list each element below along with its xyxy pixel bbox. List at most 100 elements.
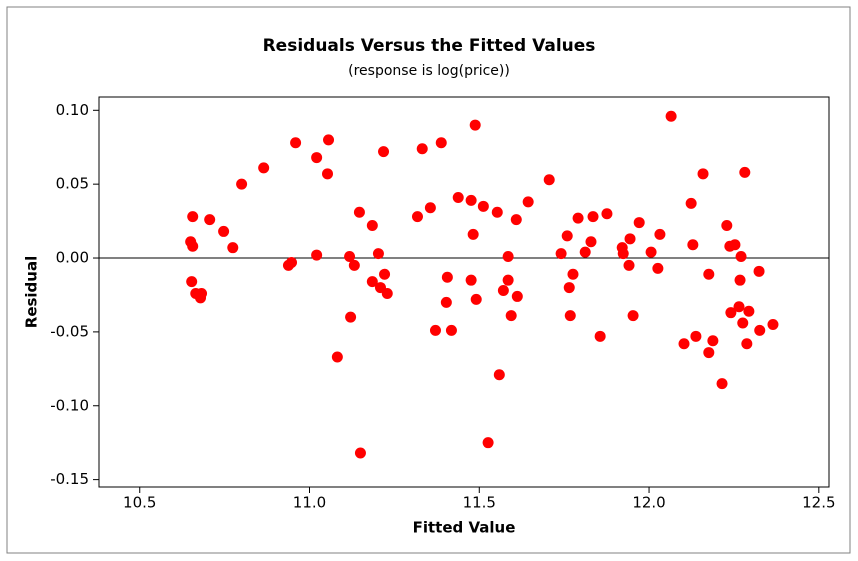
point — [493, 369, 505, 381]
point — [627, 310, 639, 322]
point — [563, 282, 575, 294]
point — [767, 319, 779, 330]
point — [331, 351, 343, 363]
point — [678, 338, 690, 350]
point — [623, 259, 635, 271]
point — [587, 211, 599, 223]
point — [564, 310, 576, 322]
point — [510, 214, 522, 226]
point — [378, 146, 390, 158]
y-tick-label: 0.05 — [56, 175, 89, 193]
y-tick-label: 0.00 — [56, 249, 89, 267]
point — [734, 274, 746, 286]
point — [633, 217, 645, 229]
point — [652, 262, 664, 274]
point — [601, 208, 613, 220]
point — [429, 324, 441, 336]
point — [737, 317, 749, 329]
point — [477, 200, 489, 212]
point — [353, 206, 365, 218]
point — [561, 230, 573, 242]
point — [497, 285, 509, 297]
point — [505, 310, 517, 322]
point — [624, 233, 636, 245]
point — [697, 168, 709, 180]
point — [445, 324, 457, 336]
point — [511, 290, 523, 302]
y-axis-title: Residual — [23, 256, 41, 328]
point — [645, 246, 657, 258]
point — [502, 251, 514, 263]
chart-title: Residuals Versus the Fitted Values — [263, 36, 596, 56]
x-axis-title: Fitted Value — [413, 519, 516, 537]
point — [482, 437, 494, 449]
point — [354, 447, 366, 459]
point — [440, 296, 452, 308]
point — [585, 236, 597, 248]
point — [703, 347, 715, 359]
point — [543, 174, 555, 186]
point — [654, 228, 666, 240]
x-tick-label: 12.5 — [802, 494, 835, 512]
point — [594, 330, 606, 342]
point — [725, 307, 737, 319]
point — [502, 274, 514, 286]
point — [733, 301, 745, 313]
point — [491, 206, 503, 218]
plot-area — [98, 96, 830, 488]
point — [196, 287, 208, 299]
point — [452, 191, 464, 203]
point — [579, 246, 591, 258]
point — [311, 249, 323, 261]
point — [572, 212, 584, 224]
point — [227, 242, 239, 254]
point — [204, 214, 216, 226]
point — [344, 251, 356, 263]
point — [381, 287, 393, 299]
point — [366, 276, 378, 288]
point — [372, 248, 384, 260]
x-tick-label: 11.0 — [293, 494, 326, 512]
y-tick-label: -0.10 — [50, 396, 89, 414]
x-tick-label: 12.0 — [632, 494, 665, 512]
x-tick-label: 11.5 — [463, 494, 496, 512]
point — [690, 330, 702, 342]
point — [187, 240, 199, 252]
point — [465, 194, 477, 206]
point — [435, 137, 447, 149]
point — [424, 202, 436, 214]
point — [687, 239, 699, 251]
point — [685, 197, 697, 209]
point — [290, 137, 302, 149]
point — [753, 265, 765, 277]
point — [555, 248, 567, 260]
point — [467, 228, 479, 240]
chart-subtitle: (response is log(price)) — [348, 63, 510, 79]
point — [236, 178, 248, 190]
point — [721, 220, 733, 232]
point — [348, 259, 360, 271]
point — [470, 293, 482, 305]
point — [258, 162, 270, 174]
point — [617, 248, 629, 260]
y-tick-label: -0.15 — [50, 470, 89, 488]
y-tick-label: 0.10 — [56, 101, 89, 119]
point — [741, 338, 753, 350]
point — [345, 311, 357, 323]
point — [323, 134, 335, 146]
point — [735, 251, 747, 263]
point — [218, 225, 230, 237]
point — [567, 268, 579, 280]
point — [729, 239, 741, 251]
point — [469, 119, 481, 131]
point — [465, 274, 477, 286]
point — [187, 211, 199, 223]
point — [441, 271, 453, 283]
point — [754, 324, 766, 336]
point — [743, 305, 755, 317]
point — [522, 196, 534, 208]
point — [411, 211, 423, 223]
point — [707, 335, 719, 347]
